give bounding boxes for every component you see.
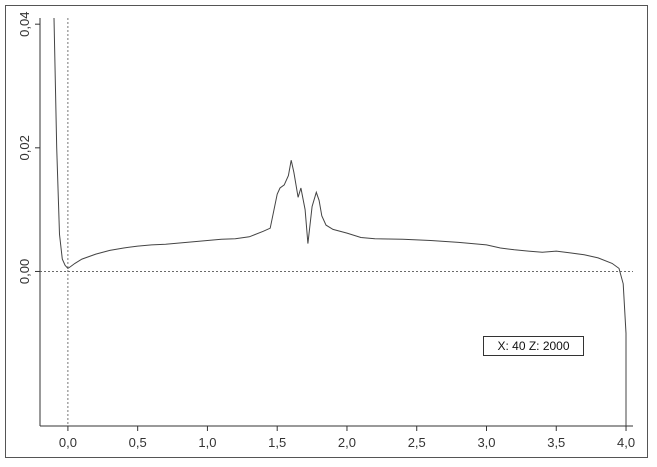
series-layer bbox=[53, 17, 627, 426]
x-tick-label: 0,5 bbox=[129, 435, 147, 450]
x-axis-ticks: 0,0 0,5 1,0 1,5 2,0 2,5 3,0 3,5 4,0 bbox=[59, 426, 635, 450]
y-axis-ticks: 0,00 0,02 0,04 bbox=[17, 12, 40, 284]
reference-lines bbox=[40, 18, 633, 426]
x-tick-label: 4,0 bbox=[617, 435, 635, 450]
x-tick-label: 2,5 bbox=[408, 435, 426, 450]
chart-frame: 0,0 0,5 1,0 1,5 2,0 2,5 3,0 3,5 4,0 0,00 0,02 0,04… bbox=[5, 5, 648, 458]
x-tick-label: 1,0 bbox=[198, 435, 216, 450]
y-tick-label: 0,02 bbox=[17, 135, 32, 160]
chart-svg: 0,0 0,5 1,0 1,5 2,0 2,5 3,0 3,5 4,0 0,00 0,02 0,04 bbox=[17, 12, 635, 450]
x-tick-label: 3,5 bbox=[547, 435, 565, 450]
axes-layer bbox=[39, 18, 633, 427]
x-tick-label: 0,0 bbox=[59, 435, 77, 450]
y-tick-label: 0,00 bbox=[17, 259, 32, 284]
x-tick-label: 2,0 bbox=[338, 435, 356, 450]
legend-label: X: 40 Z: 2000 bbox=[483, 336, 584, 356]
series-line bbox=[53, 17, 627, 426]
x-tick-label: 3,0 bbox=[477, 435, 495, 450]
y-tick-label: 0,04 bbox=[17, 12, 32, 37]
x-tick-label: 1,5 bbox=[268, 435, 286, 450]
